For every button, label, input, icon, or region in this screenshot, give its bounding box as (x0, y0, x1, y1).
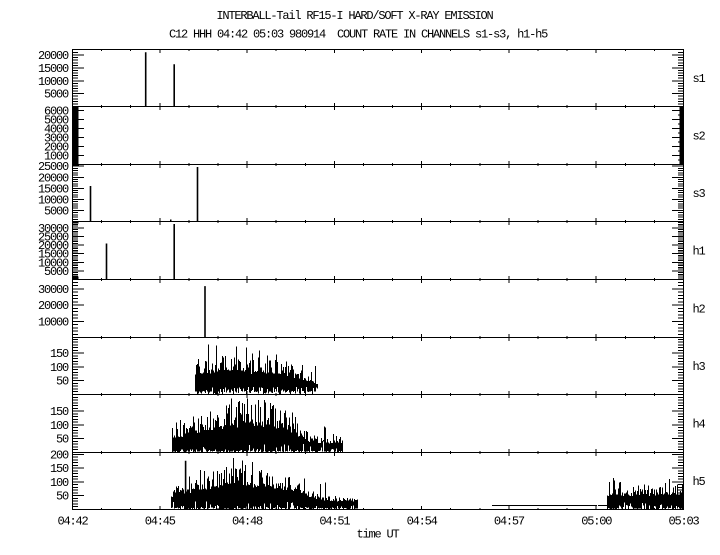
svg-text:150: 150 (50, 405, 69, 419)
svg-text:200: 200 (50, 448, 69, 462)
svg-text:6000: 6000 (44, 105, 69, 119)
svg-text:50: 50 (56, 375, 69, 389)
svg-text:04:42: 04:42 (57, 515, 88, 529)
svg-text:5000: 5000 (44, 265, 69, 279)
svg-text:15000: 15000 (38, 248, 69, 262)
svg-text:04:51: 04:51 (319, 515, 350, 529)
svg-text:25000: 25000 (38, 231, 69, 245)
svg-text:100: 100 (50, 361, 69, 375)
svg-text:s1: s1 (693, 72, 706, 86)
svg-text:100: 100 (50, 476, 69, 490)
svg-text:5000: 5000 (44, 204, 69, 218)
svg-text:10000: 10000 (38, 315, 69, 329)
svg-text:20000: 20000 (38, 299, 69, 313)
svg-text:s2: s2 (693, 130, 706, 144)
svg-text:2000: 2000 (44, 141, 69, 155)
svg-text:10000: 10000 (38, 256, 69, 270)
svg-text:150: 150 (50, 347, 69, 361)
svg-text:1000: 1000 (44, 150, 69, 164)
svg-text:30000: 30000 (38, 283, 69, 297)
svg-text:C12 HHH 04:42 05:03 980914 CO: C12 HHH 04:42 05:03 980914 COUNT RATE IN… (169, 28, 548, 42)
svg-text:5000: 5000 (44, 88, 69, 102)
svg-text:25000: 25000 (38, 160, 69, 174)
svg-text:s3: s3 (693, 187, 706, 201)
svg-text:04:45: 04:45 (145, 515, 176, 529)
svg-text:INTERBALL-Tail RF15-I HARD/SOF: INTERBALL-Tail RF15-I HARD/SOFT X-RAY EM… (216, 9, 493, 23)
svg-text:h3: h3 (693, 360, 706, 374)
svg-text:15000: 15000 (38, 62, 69, 76)
svg-text:time UT: time UT (356, 528, 399, 542)
svg-text:15000: 15000 (38, 182, 69, 196)
svg-text:h5: h5 (693, 475, 706, 489)
svg-text:05:03: 05:03 (668, 515, 699, 529)
svg-text:04:54: 04:54 (407, 515, 438, 529)
svg-text:4000: 4000 (44, 123, 69, 137)
svg-text:h2: h2 (693, 303, 706, 317)
svg-text:20000: 20000 (38, 239, 69, 253)
svg-text:04:57: 04:57 (494, 515, 525, 529)
svg-text:150: 150 (50, 462, 69, 476)
svg-text:h1: h1 (693, 245, 706, 259)
svg-text:10000: 10000 (38, 193, 69, 207)
svg-text:05:00: 05:00 (581, 515, 612, 529)
svg-text:20000: 20000 (38, 171, 69, 185)
svg-text:30000: 30000 (38, 222, 69, 236)
svg-text:50: 50 (56, 433, 69, 447)
svg-text:3000: 3000 (44, 132, 69, 146)
svg-text:5000: 5000 (44, 114, 69, 128)
svg-text:10000: 10000 (38, 75, 69, 89)
svg-text:04:48: 04:48 (232, 515, 263, 529)
svg-text:h4: h4 (693, 418, 706, 432)
svg-text:20000: 20000 (38, 49, 69, 63)
svg-text:50: 50 (56, 490, 69, 504)
svg-text:100: 100 (50, 419, 69, 433)
